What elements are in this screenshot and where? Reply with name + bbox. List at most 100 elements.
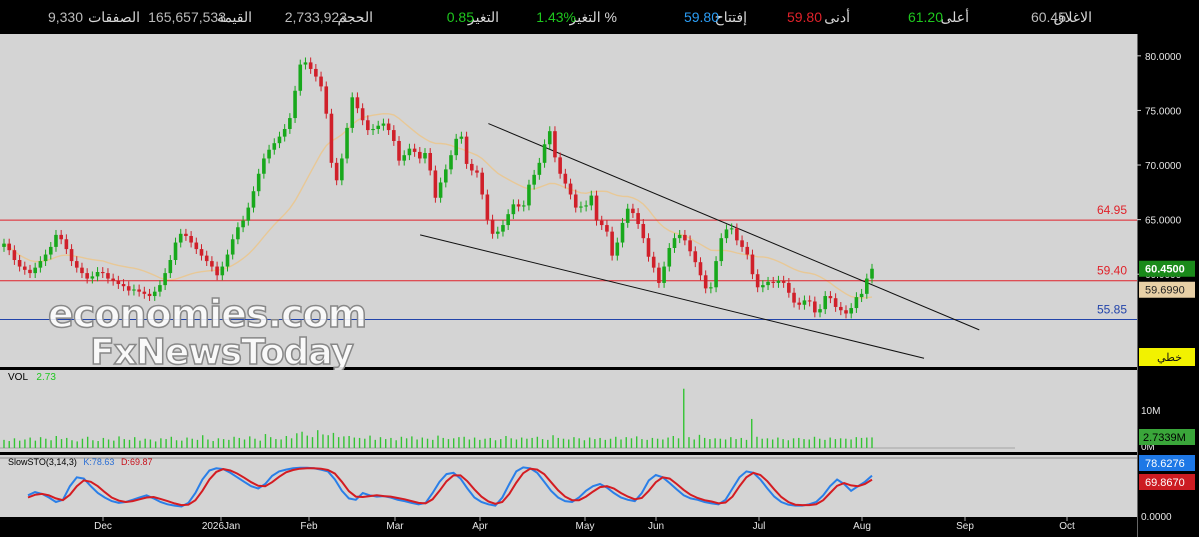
candle-body <box>116 280 121 285</box>
candle-body <box>870 268 874 279</box>
candle-body <box>33 267 37 274</box>
candle-body <box>839 306 843 311</box>
candle-body <box>521 205 526 207</box>
candle-body <box>776 280 781 283</box>
candle-body <box>537 162 542 175</box>
candle-body <box>703 275 708 289</box>
candle-body <box>636 213 640 224</box>
candle-body <box>807 300 812 302</box>
time-label-4: Apr <box>472 521 488 532</box>
candle-body <box>111 278 115 281</box>
candle-body <box>579 206 583 208</box>
candle-body <box>137 289 141 292</box>
candle-body <box>449 155 453 170</box>
candle-body <box>54 234 58 247</box>
candle-body <box>95 272 100 277</box>
stochastic-d-badge <box>1139 474 1195 490</box>
candle-body <box>766 281 770 286</box>
quote-header: الاغلاق 60.45 أعلى 61.20 أدنى 59.80 إفتتاح 59.8… <box>0 0 1199 34</box>
candle-body <box>215 266 219 276</box>
candle-body <box>194 242 199 250</box>
candle-body <box>641 223 646 239</box>
candle-body <box>147 293 152 297</box>
candle-body <box>69 249 74 262</box>
ma-badge <box>1139 281 1195 298</box>
price-panel[interactable]: 64.95 59.40 55.85 economies.com FxNewsToda… <box>0 34 1137 374</box>
candle-body <box>428 153 433 171</box>
header-value-3: 59.80 <box>683 9 719 25</box>
candle-body <box>610 231 614 256</box>
candle-body <box>85 273 89 279</box>
stochastic-panel[interactable]: SlowSTO(3,14,3) K:78.63 D:69.87 <box>0 455 1137 517</box>
watermark-economies: economies.com <box>47 291 368 337</box>
candle-body <box>152 291 157 297</box>
candle-body <box>64 239 69 250</box>
header-label-6: الحجم <box>337 9 373 25</box>
candle-body <box>298 64 303 91</box>
candle-body <box>615 242 620 256</box>
volume-chart[interactable] <box>0 370 1137 452</box>
candle-body <box>490 219 495 234</box>
header-label-8: الصفقات <box>88 9 140 25</box>
time-axis[interactable]: Dec 2026Jan Feb Mar Apr May Jun Jul Aug Sep Oct <box>0 517 1137 537</box>
candle-body <box>272 143 277 150</box>
ma-value: 59.6990 <box>1145 285 1185 297</box>
candle-body <box>121 284 126 287</box>
candle-body <box>360 108 365 121</box>
candle-body <box>366 120 370 131</box>
candle-body <box>542 144 547 163</box>
header-value-2: 59.80 <box>786 9 822 25</box>
candle-body <box>90 276 95 279</box>
candle-body <box>7 243 11 251</box>
candle-body <box>495 231 500 234</box>
candle-body <box>163 273 167 286</box>
candle-body <box>246 207 251 221</box>
time-label-0: Dec <box>94 521 112 532</box>
price-axis[interactable]: 80.000075.000070.000065.000060.000060.45… <box>1137 34 1199 537</box>
candle-body <box>277 136 282 144</box>
trendline-0 <box>488 123 980 331</box>
candle-body <box>547 131 552 145</box>
candle-body <box>438 182 443 198</box>
candle-body <box>662 266 666 283</box>
candle-body <box>475 170 479 173</box>
candle-body <box>386 123 391 131</box>
trendline-1 <box>420 234 925 359</box>
candle-body <box>729 228 734 230</box>
price-tick-label-2: 70.0000 <box>1145 161 1182 172</box>
candle-body <box>787 282 791 293</box>
candle-body <box>267 149 271 159</box>
candle-body <box>158 285 162 292</box>
level-label-0: 64.95 <box>1097 203 1127 217</box>
candle-body <box>184 233 188 236</box>
volume-panel[interactable]: VOL 2.73 <box>0 370 1137 452</box>
time-label-7: Jul <box>753 521 766 532</box>
candle-body <box>802 300 807 305</box>
volume-value: 2.73 <box>36 372 56 383</box>
stochastic-chart[interactable] <box>0 455 1137 517</box>
candle-body <box>397 140 401 161</box>
candle-body <box>236 227 240 240</box>
price-chart[interactable]: 64.95 59.40 55.85 <box>0 34 1137 367</box>
level-label-1: 59.40 <box>1097 264 1127 278</box>
time-label-2: Feb <box>300 521 318 532</box>
candle-body <box>412 148 417 152</box>
candle-body <box>646 238 651 257</box>
volume-label: VOL <box>8 372 28 383</box>
candle-body <box>532 174 536 185</box>
candle-body <box>324 86 329 114</box>
header-value-1: 61.20 <box>907 9 943 25</box>
candle-body <box>605 225 609 232</box>
candle-body <box>38 261 43 268</box>
candle-body <box>599 220 604 226</box>
volume-badge-value: 2.7339M <box>1143 432 1186 444</box>
candle-body <box>423 153 427 159</box>
candle-body <box>511 204 516 215</box>
candle-body <box>553 131 557 158</box>
candle-body <box>714 261 718 288</box>
candle-body <box>693 251 698 263</box>
last-price-badge <box>1139 260 1195 277</box>
candle-body <box>698 262 703 276</box>
time-label-3: Mar <box>386 521 404 532</box>
header-value-7: 165,657,533 <box>148 9 226 25</box>
